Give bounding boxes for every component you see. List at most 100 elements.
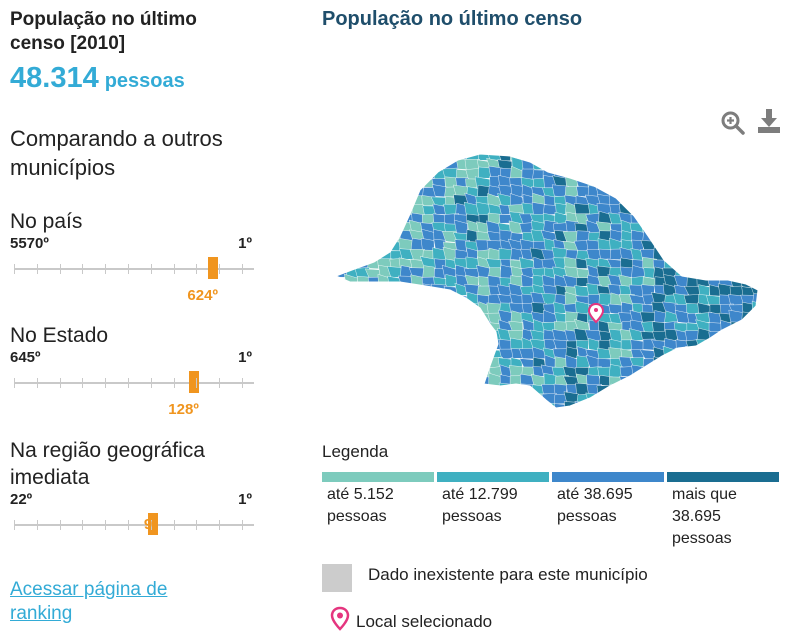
municipality-shape[interactable] bbox=[630, 382, 646, 396]
municipality-shape[interactable] bbox=[354, 330, 372, 341]
municipality-shape[interactable] bbox=[751, 223, 764, 234]
municipality-shape[interactable] bbox=[728, 231, 745, 243]
municipality-shape[interactable] bbox=[334, 150, 348, 162]
municipality-shape[interactable] bbox=[531, 412, 545, 420]
municipality-shape[interactable] bbox=[686, 213, 700, 225]
municipality-shape[interactable] bbox=[739, 221, 756, 234]
municipality-shape[interactable] bbox=[706, 339, 723, 350]
sao-paulo-choropleth-map[interactable] bbox=[334, 150, 764, 420]
municipality-shape[interactable] bbox=[663, 231, 679, 243]
municipality-shape[interactable] bbox=[752, 355, 764, 369]
municipality-shape[interactable] bbox=[365, 150, 381, 162]
municipality-shape[interactable] bbox=[639, 167, 658, 179]
municipality-shape[interactable] bbox=[663, 240, 680, 251]
municipality-shape[interactable] bbox=[662, 383, 679, 396]
municipality-shape[interactable] bbox=[597, 160, 614, 171]
municipality-shape[interactable] bbox=[718, 185, 734, 198]
municipality-shape[interactable] bbox=[389, 393, 402, 405]
municipality-shape[interactable] bbox=[564, 157, 581, 171]
municipality-shape[interactable] bbox=[434, 393, 446, 406]
municipality-shape[interactable] bbox=[378, 159, 391, 171]
municipality-shape[interactable] bbox=[684, 185, 702, 197]
municipality-shape[interactable] bbox=[729, 355, 745, 369]
municipality-shape[interactable] bbox=[334, 168, 348, 180]
municipality-shape[interactable] bbox=[388, 186, 402, 198]
municipality-shape[interactable] bbox=[729, 266, 745, 279]
municipality-shape[interactable] bbox=[368, 393, 381, 405]
municipality-shape[interactable] bbox=[741, 411, 756, 420]
municipality-shape[interactable] bbox=[739, 400, 754, 413]
municipality-shape[interactable] bbox=[631, 413, 645, 420]
municipality-shape[interactable] bbox=[750, 265, 764, 279]
municipality-shape[interactable] bbox=[353, 285, 371, 297]
municipality-shape[interactable] bbox=[400, 312, 415, 324]
municipality-shape[interactable] bbox=[398, 175, 416, 190]
municipality-shape[interactable] bbox=[379, 319, 393, 333]
municipality-shape[interactable] bbox=[456, 337, 469, 351]
municipality-shape[interactable] bbox=[717, 150, 733, 162]
municipality-shape[interactable] bbox=[707, 266, 722, 280]
municipality-shape[interactable] bbox=[576, 150, 590, 162]
municipality-shape[interactable] bbox=[355, 221, 372, 234]
municipality-shape[interactable] bbox=[665, 223, 680, 234]
municipality-shape[interactable] bbox=[719, 228, 733, 242]
municipality-shape[interactable] bbox=[412, 338, 426, 352]
municipality-shape[interactable] bbox=[719, 203, 734, 215]
municipality-shape[interactable] bbox=[718, 265, 733, 279]
municipality-shape[interactable] bbox=[628, 150, 645, 162]
municipality-shape[interactable] bbox=[354, 248, 371, 262]
municipality-shape[interactable] bbox=[466, 338, 482, 352]
municipality-shape[interactable] bbox=[388, 195, 405, 207]
municipality-shape[interactable] bbox=[631, 168, 646, 180]
municipality-shape[interactable] bbox=[686, 240, 700, 253]
municipality-shape[interactable] bbox=[653, 356, 667, 369]
municipality-shape[interactable] bbox=[397, 366, 415, 378]
municipality-shape[interactable] bbox=[717, 257, 732, 270]
municipality-shape[interactable] bbox=[739, 265, 757, 279]
municipality-shape[interactable] bbox=[422, 292, 437, 306]
municipality-shape[interactable] bbox=[344, 168, 359, 180]
municipality-shape[interactable] bbox=[466, 311, 481, 325]
municipality-shape[interactable] bbox=[335, 392, 349, 405]
municipality-shape[interactable] bbox=[718, 169, 734, 180]
municipality-shape[interactable] bbox=[631, 374, 646, 387]
municipality-shape[interactable] bbox=[631, 394, 644, 405]
municipality-shape[interactable] bbox=[685, 158, 701, 171]
municipality-shape[interactable] bbox=[695, 204, 712, 216]
municipality-shape[interactable] bbox=[430, 150, 447, 162]
municipality-shape[interactable] bbox=[357, 213, 371, 224]
municipality-shape[interactable] bbox=[409, 393, 426, 405]
municipality-shape[interactable] bbox=[742, 176, 756, 189]
municipality-shape[interactable] bbox=[345, 203, 359, 216]
municipality-shape[interactable] bbox=[377, 195, 393, 207]
municipality-shape[interactable] bbox=[345, 401, 358, 413]
municipality-shape[interactable] bbox=[456, 410, 469, 420]
municipality-shape[interactable] bbox=[344, 212, 360, 225]
municipality-shape[interactable] bbox=[465, 356, 481, 369]
municipality-shape[interactable] bbox=[442, 347, 459, 361]
municipality-shape[interactable] bbox=[431, 356, 447, 370]
municipality-shape[interactable] bbox=[443, 285, 458, 298]
municipality-shape[interactable] bbox=[409, 157, 426, 171]
municipality-shape[interactable] bbox=[410, 321, 424, 334]
municipality-shape[interactable] bbox=[465, 401, 481, 412]
municipality-shape[interactable] bbox=[751, 211, 764, 225]
municipality-shape[interactable] bbox=[442, 391, 459, 405]
municipality-shape[interactable] bbox=[706, 257, 722, 270]
municipality-shape[interactable] bbox=[377, 340, 391, 351]
municipality-shape[interactable] bbox=[430, 331, 448, 342]
municipality-shape[interactable] bbox=[345, 338, 359, 350]
municipality-shape[interactable] bbox=[465, 319, 481, 332]
municipality-shape[interactable] bbox=[763, 365, 764, 377]
municipality-shape[interactable] bbox=[641, 366, 657, 378]
municipality-shape[interactable] bbox=[389, 211, 404, 225]
municipality-shape[interactable] bbox=[741, 185, 754, 198]
municipality-shape[interactable] bbox=[498, 402, 512, 413]
municipality-shape[interactable] bbox=[652, 230, 668, 243]
municipality-shape[interactable] bbox=[632, 399, 647, 414]
municipality-shape[interactable] bbox=[412, 372, 426, 387]
municipality-shape[interactable] bbox=[651, 167, 668, 180]
municipality-shape[interactable] bbox=[738, 195, 757, 207]
municipality-shape[interactable] bbox=[366, 204, 382, 216]
municipality-shape[interactable] bbox=[621, 383, 636, 396]
